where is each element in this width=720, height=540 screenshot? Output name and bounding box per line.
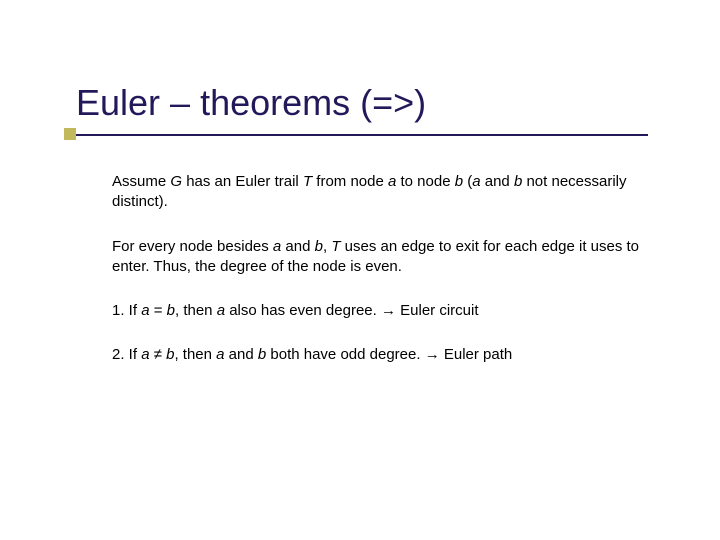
var-T: T [331, 238, 340, 255]
text: Assume [112, 173, 170, 190]
paragraph-1: Assume G has an Euler trail T from node … [112, 172, 642, 213]
var-a: a [217, 302, 225, 319]
text: from node [312, 173, 388, 190]
accent-square-icon [64, 128, 76, 140]
var-a: a [273, 238, 281, 255]
text: Euler circuit [396, 302, 479, 319]
text: and [481, 173, 514, 190]
slide-title: Euler – theorems (=>) [76, 82, 426, 124]
paragraph-4: 2. If a ≠ b, then a and b both have odd … [112, 345, 642, 365]
slide: Euler – theorems (=>) Assume G has an Eu… [0, 0, 720, 540]
var-a: a [216, 346, 224, 363]
text: and [281, 238, 314, 255]
var-b: b [455, 173, 463, 190]
text: has an Euler trail [182, 173, 303, 190]
var-a: a [141, 346, 149, 363]
var-b: b [167, 302, 175, 319]
var-b: b [258, 346, 266, 363]
text: , then [175, 302, 217, 319]
text: ( [463, 173, 472, 190]
text: to node [396, 173, 454, 190]
text: 2. If [112, 346, 141, 363]
var-G: G [170, 173, 182, 190]
text: For every node besides [112, 238, 273, 255]
var-a: a [141, 302, 149, 319]
text: 1. If [112, 302, 141, 319]
arrow-icon: → [381, 302, 396, 319]
text: Euler path [440, 346, 513, 363]
var-b: b [315, 238, 323, 255]
neq-symbol: ≠ [150, 346, 167, 363]
var-T: T [303, 173, 312, 190]
text: and [225, 346, 258, 363]
text: also has even degree. [225, 302, 381, 319]
var-a: a [472, 173, 480, 190]
text: = [150, 302, 167, 319]
arrow-icon: → [425, 346, 440, 363]
content-area: Assume G has an Euler trail T from node … [112, 172, 642, 390]
paragraph-3: 1. If a = b, then a also has even degree… [112, 301, 642, 321]
text: , then [174, 346, 216, 363]
title-underline [76, 134, 648, 136]
paragraph-2: For every node besides a and b, T uses a… [112, 237, 642, 278]
title-wrap: Euler – theorems (=>) [76, 82, 426, 124]
text: both have odd degree. [266, 346, 424, 363]
